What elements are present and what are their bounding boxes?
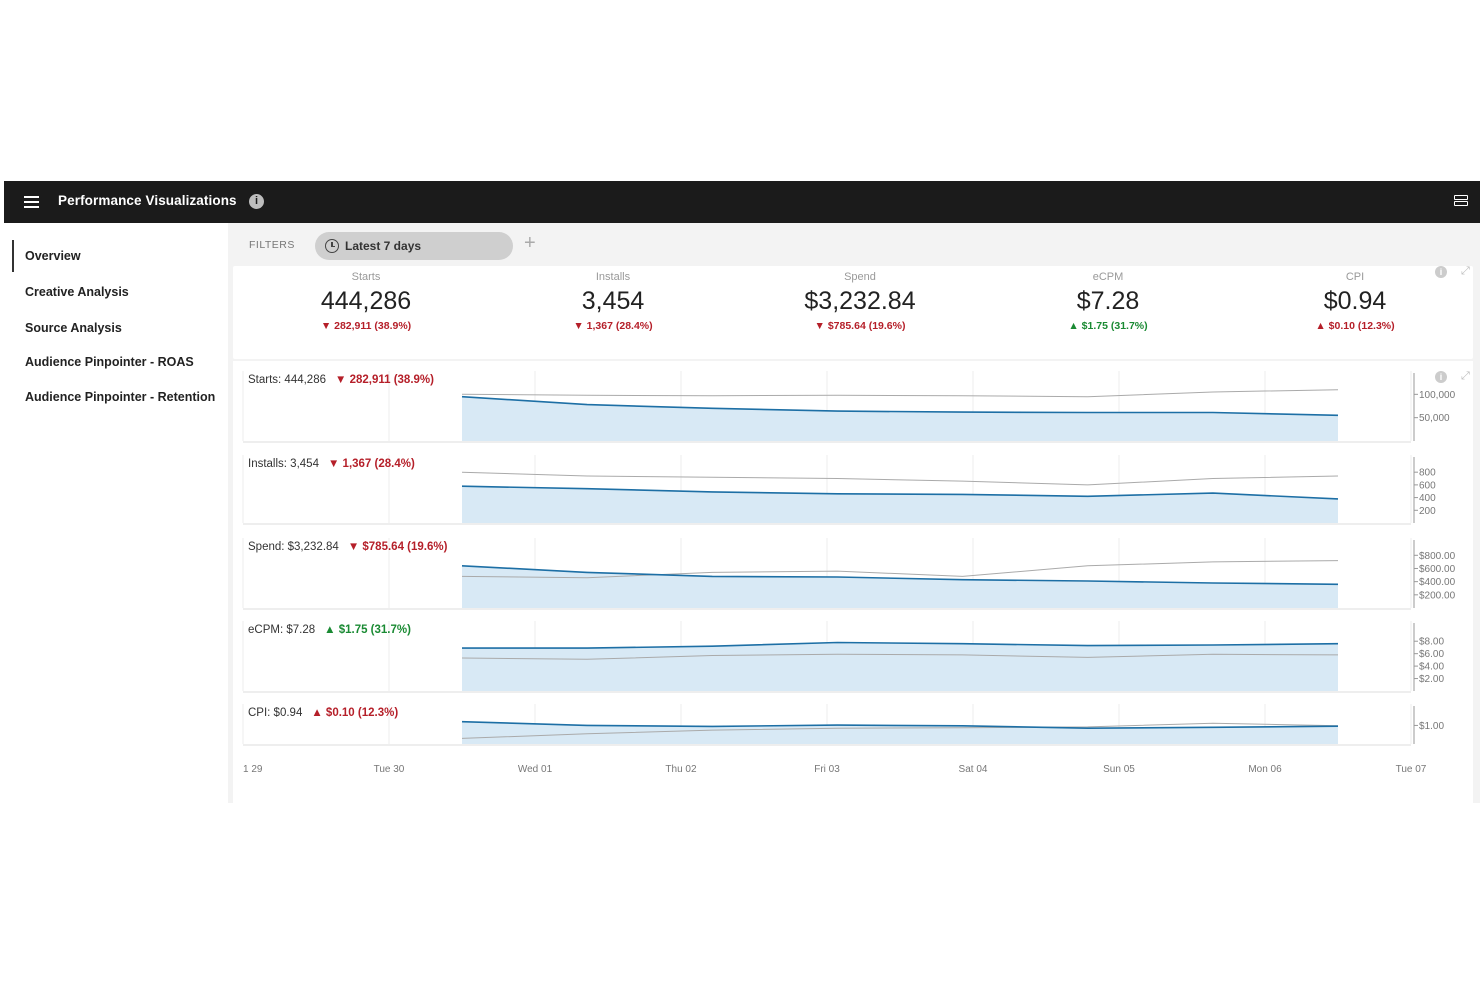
clock-icon: [325, 239, 339, 253]
y-axis-tick-label: 400: [1419, 493, 1436, 504]
panel-label: Installs: 3,454: [248, 458, 320, 470]
panel-delta: ▼ 1,367 (28.4%): [328, 458, 415, 470]
panel-label: Spend: $3,232.84: [248, 541, 339, 553]
current-series-line: [461, 565, 1339, 586]
kpi-delta: ▼ 1,367 (28.4%): [573, 320, 653, 332]
performance-chart: 100,000 50,000 Starts: 444,286 ▼ 282,911 (3…: [242, 371, 1456, 775]
sidebar: Overview Creative Analysis Source Analys…: [4, 223, 228, 803]
add-filter-button[interactable]: +: [524, 232, 536, 254]
kpi-label: Starts: [351, 271, 381, 283]
current-series-line: [461, 485, 1339, 500]
y-axis-tick-label: 50,000: [1419, 413, 1450, 424]
kpi-summary-card: Starts 444,286 ▼ 282,911 (38.9%) Install…: [233, 266, 1473, 359]
top-bar: Performance Visualizations i: [4, 181, 1480, 223]
kpi-value: $3,232.84: [804, 287, 916, 315]
current-series-area: [462, 642, 1338, 691]
x-axis-tick-label: Sun 05: [1103, 764, 1135, 775]
sidebar-item-source-analysis[interactable]: Source Analysis: [25, 321, 122, 335]
expand-icon[interactable]: ⤢: [1461, 265, 1470, 277]
sidebar-item-creative-analysis[interactable]: Creative Analysis: [25, 285, 129, 299]
y-axis-tick-label: $6.00: [1419, 649, 1444, 660]
y-axis-tick-label: $1.00: [1419, 721, 1444, 732]
x-axis-tick-label: 1 29: [243, 764, 263, 775]
kpi-label: eCPM: [1092, 271, 1124, 283]
kpi-delta: ▲ $0.10 (12.3%): [1315, 320, 1395, 332]
y-axis-tick-label: 600: [1419, 480, 1436, 491]
kpi-label: CPI: [1345, 271, 1365, 283]
hamburger-menu-icon[interactable]: [24, 193, 44, 211]
y-axis-tick-label: $200.00: [1419, 590, 1456, 601]
filter-bar: FILTERS Latest 7 days +: [228, 223, 1480, 263]
app-window: Performance Visualizations i Overview Cr…: [4, 181, 1480, 803]
x-axis-tick-label: Fri 03: [814, 764, 840, 775]
current-series-area: [462, 721, 1338, 744]
panel-delta: ▼ $785.64 (19.6%): [348, 541, 448, 553]
current-series-line: [461, 395, 1339, 417]
previous-series-line: [461, 389, 1339, 398]
date-range-label: Latest 7 days: [345, 239, 422, 253]
x-axis-tick-label: Thu 02: [665, 764, 697, 775]
y-axis-tick-label: 100,000: [1419, 390, 1456, 401]
sidebar-item-audience-pinpointer-retention[interactable]: Audience Pinpointer - Retention: [25, 390, 216, 404]
kpi-value: $7.28: [1076, 287, 1140, 315]
y-axis-tick-label: 800: [1419, 468, 1436, 479]
kpi-delta: ▲ $1.75 (31.7%): [1068, 320, 1148, 332]
chart-info-icon[interactable]: i: [1435, 371, 1447, 383]
x-axis-tick-label: Mon 06: [1248, 764, 1282, 775]
y-axis-tick-label: $8.00: [1419, 637, 1444, 648]
kpi-installs: Installs 3,454 ▼ 1,367 (28.4%): [513, 271, 713, 332]
panel-delta: ▲ $0.10 (12.3%): [311, 707, 398, 719]
card-info-icon[interactable]: i: [1435, 266, 1447, 278]
filters-label: FILTERS: [249, 239, 295, 251]
panel-delta: ▼ 282,911 (38.9%): [335, 374, 434, 386]
kpi-starts: Starts 444,286 ▼ 282,911 (38.9%): [266, 271, 466, 332]
previous-series-line: [461, 653, 1339, 660]
y-axis-tick-label: 200: [1419, 506, 1436, 517]
chart-expand-icon[interactable]: ⤢: [1461, 370, 1470, 382]
kpi-label: Installs: [595, 271, 631, 283]
kpi-delta: ▼ $785.64 (19.6%): [814, 320, 906, 332]
panel-label: eCPM: $7.28: [248, 624, 315, 636]
panel-label: Starts: 444,286: [248, 374, 326, 386]
info-icon[interactable]: i: [249, 194, 264, 209]
y-axis-tick-label: $400.00: [1419, 577, 1456, 588]
kpi-delta: ▼ 282,911 (38.9%): [320, 320, 412, 332]
x-axis-tick-label: Tue 30: [374, 764, 405, 775]
previous-series-line: [461, 560, 1339, 579]
kpi-ecpm: eCPM $7.28 ▲ $1.75 (31.7%): [1008, 271, 1208, 332]
y-axis-tick-label: $600.00: [1419, 564, 1456, 575]
page-title: Performance Visualizations: [58, 193, 237, 208]
kpi-cpi: CPI $0.94 ▲ $0.10 (12.3%): [1255, 271, 1455, 332]
sidebar-item-overview[interactable]: Overview: [12, 240, 226, 272]
sidebar-item-audience-pinpointer-roas[interactable]: Audience Pinpointer - ROAS: [25, 355, 194, 369]
panel-label: CPI: $0.94: [248, 707, 303, 719]
y-axis-tick-label: $4.00: [1419, 662, 1444, 673]
performance-chart-card: 100,000 50,000 Starts: 444,286 ▼ 282,911 (3…: [233, 361, 1473, 803]
kpi-value: 3,454: [581, 287, 645, 315]
current-series-line: [462, 641, 1339, 649]
current-series-area: [462, 565, 1338, 608]
previous-series-line: [461, 471, 1339, 486]
kpi-label: Spend: [844, 271, 876, 283]
settings-icon[interactable]: [1454, 195, 1468, 209]
x-axis-tick-label: Tue 07: [1396, 764, 1427, 775]
x-axis-tick-label: Sat 04: [959, 764, 988, 775]
x-axis-tick-label: Wed 01: [518, 764, 553, 775]
kpi-value: $0.94: [1323, 287, 1387, 315]
kpi-value: 444,286: [320, 287, 412, 315]
y-axis-tick-label: $2.00: [1419, 674, 1444, 685]
y-axis-tick-label: $800.00: [1419, 551, 1456, 562]
current-series-line: [461, 720, 1339, 730]
kpi-spend: Spend $3,232.84 ▼ $785.64 (19.6%): [760, 271, 960, 332]
current-series-area: [462, 396, 1338, 441]
main-content: FILTERS Latest 7 days + Starts 444,286 ▼…: [228, 223, 1480, 803]
date-range-filter[interactable]: Latest 7 days: [315, 232, 513, 260]
previous-series-line: [461, 722, 1339, 739]
panel-delta: ▲ $1.75 (31.7%): [324, 624, 411, 636]
current-series-area: [462, 486, 1338, 523]
